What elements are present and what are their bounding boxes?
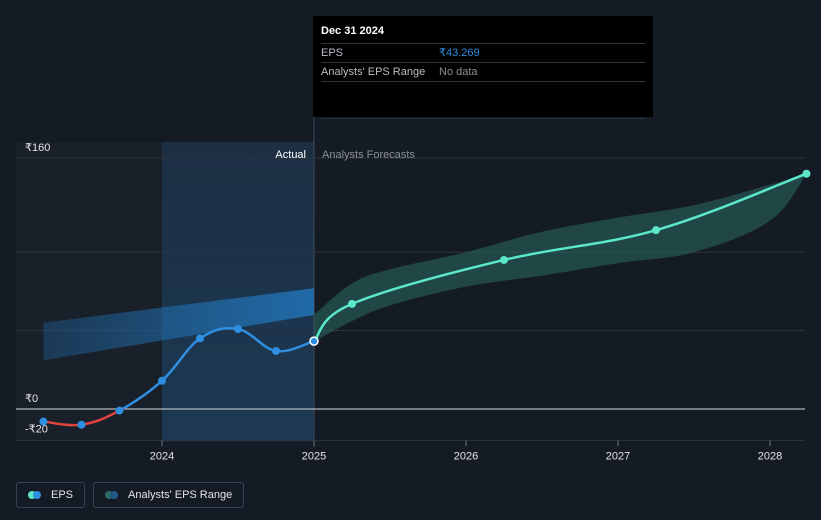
forecast-section-label: Analysts Forecasts — [322, 149, 415, 161]
background-layer — [16, 117, 315, 442]
range-bands — [43, 173, 807, 361]
eps-forecast-point — [348, 299, 356, 308]
tooltip-row-eps: EPS ₹43.269 — [321, 44, 645, 63]
eps-point — [234, 324, 242, 333]
x-tick-label: 2024 — [150, 450, 174, 462]
y-tick-label: ₹0 — [25, 393, 38, 405]
axis-labels: ₹160 ₹0 -₹20 2024 2025 2026 2027 2028 — [25, 142, 782, 462]
x-tick-label: 2028 — [758, 450, 782, 462]
x-tick-label: 2026 — [454, 450, 478, 462]
tooltip-range-label: Analysts' EPS Range — [321, 66, 426, 78]
tooltip-spacer — [321, 82, 645, 119]
eps-point — [196, 334, 204, 343]
legend-range-toggle[interactable]: Analysts' EPS Range — [93, 482, 245, 508]
eps-point — [158, 376, 166, 385]
legend-eps-toggle[interactable]: EPS — [16, 482, 86, 508]
legend: EPS Analysts' EPS Range — [16, 482, 245, 508]
legend-range-label: Analysts' EPS Range — [128, 489, 233, 501]
forecast-eps-range-band — [314, 173, 807, 342]
eps-legend-icon — [28, 491, 44, 499]
actual-section-label: Actual — [275, 149, 306, 161]
hover-tooltip: Dec 31 2024 EPS ₹43.269 Analysts' EPS Ra… — [313, 16, 653, 119]
x-tick-label: 2027 — [606, 450, 630, 462]
eps-forecast-point — [652, 226, 660, 235]
y-tick-label: ₹160 — [25, 142, 50, 154]
past-eps-range-band — [43, 288, 314, 361]
eps-point — [77, 420, 86, 429]
eps-point — [272, 346, 280, 355]
eps-point — [115, 406, 124, 415]
eps-point — [39, 417, 48, 426]
tooltip-eps-label: EPS — [321, 47, 344, 59]
tooltip-range-value: No data — [439, 66, 478, 78]
tooltip-eps-value: ₹43.269 — [439, 47, 480, 59]
eps-forecast-point — [802, 169, 811, 178]
eps-points — [39, 169, 811, 429]
y-tick-label: -₹20 — [25, 423, 48, 435]
range-legend-icon — [105, 491, 121, 499]
legend-eps-label: EPS — [51, 489, 74, 501]
tooltip-row-range: Analysts' EPS Range No data — [321, 63, 645, 82]
x-tick-label: 2025 — [302, 450, 326, 462]
tooltip-date: Dec 31 2024 — [321, 16, 645, 44]
eps-forecast-point — [500, 255, 508, 264]
eps-point-selected — [309, 336, 319, 346]
